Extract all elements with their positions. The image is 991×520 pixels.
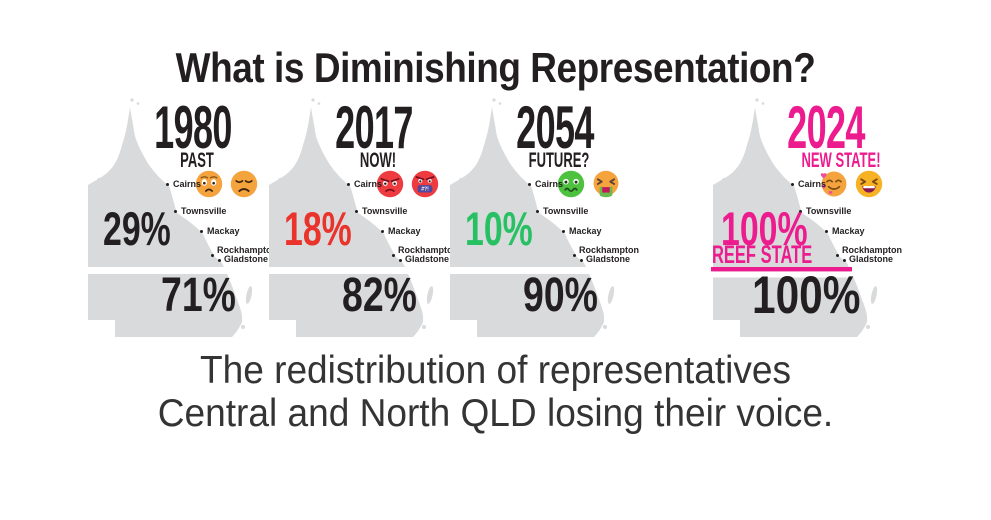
mackay-dot	[381, 230, 384, 233]
era-label: FUTURE?	[528, 149, 590, 172]
cairns-dot	[166, 183, 169, 186]
queensland-map	[85, 98, 265, 337]
city-label-rockhampton: Rockhampton	[579, 245, 640, 255]
rockhampton-dot	[392, 254, 395, 257]
mackay-dot	[825, 230, 828, 233]
caption: The redistribution of representatives Ce…	[0, 349, 991, 435]
city-label-rockhampton: Rockhampton	[217, 245, 278, 255]
townsville-dot	[355, 210, 358, 213]
year-label: 2017	[335, 94, 413, 161]
nauseated-face-emoji	[557, 170, 585, 198]
grawlix-text: #?!	[421, 187, 429, 193]
vomiting-face-emoji	[592, 170, 620, 198]
city-label-cairns: Cairns	[354, 179, 383, 189]
mackay-dot	[200, 230, 203, 233]
south-percentage: 100%	[752, 266, 861, 325]
city-label-cairns: Cairns	[173, 179, 202, 189]
city-label-mackay: Mackay	[207, 226, 240, 236]
panel-2024-new-state: 2024 NEW STATE! Cairns Townsville Ma	[710, 94, 902, 345]
north-percentage: 10%	[465, 202, 533, 255]
north-percentage: 29%	[103, 202, 171, 255]
cairns-dot	[791, 183, 794, 186]
gladstone-dot	[399, 259, 402, 262]
north-south-divider	[710, 271, 890, 278]
laughing-face-emoji	[855, 170, 883, 198]
era-label: PAST	[180, 149, 214, 172]
city-label-cairns: Cairns	[535, 179, 564, 189]
north-south-divider	[85, 267, 265, 274]
cursing-face-emoji: #?!	[411, 170, 439, 198]
city-label-townsville: Townsville	[181, 206, 227, 216]
townsville-dot	[174, 210, 177, 213]
gladstone-dot	[218, 259, 221, 262]
cairns-dot	[528, 183, 531, 186]
city-label-cairns: Cairns	[798, 179, 827, 189]
caption-line-1: The redistribution of representatives	[199, 349, 792, 392]
city-label-townsville: Townsville	[806, 206, 852, 216]
city-label-townsville: Townsville	[543, 206, 589, 216]
south-percentage: 71%	[161, 269, 236, 322]
year-label: 2054	[516, 94, 594, 161]
south-percentage: 82%	[342, 269, 417, 322]
disappointed-face-emoji	[230, 170, 258, 198]
page-title: What is Diminishing Representation?	[175, 44, 816, 91]
mackay-dot	[562, 230, 565, 233]
rockhampton-dot	[211, 254, 214, 257]
smiling-face-with-hearts-emoji	[820, 170, 848, 198]
north-percentage: 18%	[284, 202, 352, 255]
city-label-mackay: Mackay	[569, 226, 602, 236]
reef-state-label: REEF STATE	[712, 241, 813, 269]
caption-line-2: Central and North QLD losing their voice…	[157, 392, 834, 435]
year-label: 1980	[154, 94, 232, 161]
south-percentage: 90%	[523, 269, 598, 322]
reef-state-underline	[711, 267, 852, 272]
north-south-divider	[266, 267, 446, 274]
city-label-gladstone: Gladstone	[405, 254, 450, 264]
panel-1980-past: 1980 PAST Cairns Townsville Mackay Rockh…	[85, 94, 277, 345]
queensland-map	[266, 98, 446, 337]
city-label-gladstone: Gladstone	[224, 254, 269, 264]
era-label: NEW STATE!	[801, 149, 881, 172]
city-label-mackay: Mackay	[388, 226, 421, 236]
city-label-mackay: Mackay	[832, 226, 865, 236]
north-south-divider	[447, 267, 627, 274]
rockhampton-dot	[573, 254, 576, 257]
angry-face-emoji	[376, 170, 404, 198]
rockhampton-dot	[836, 254, 839, 257]
gladstone-dot	[843, 259, 846, 262]
year-label: 2024	[787, 94, 865, 161]
cairns-dot	[347, 183, 350, 186]
city-label-rockhampton: Rockhampton	[842, 245, 903, 255]
queensland-map	[447, 98, 627, 337]
city-label-gladstone: Gladstone	[586, 254, 631, 264]
queensland-map	[710, 98, 890, 337]
panel-2017-now: 2017 NOW! #?! Cairns Townsville Mackay R…	[266, 94, 458, 345]
panel-2054-future: 2054 FUTURE? Cairns Townsville Mackay Ro…	[447, 94, 639, 345]
gladstone-dot	[580, 259, 583, 262]
townsville-dot	[536, 210, 539, 213]
townsville-dot	[799, 210, 802, 213]
era-label: NOW!	[359, 149, 397, 172]
north-percentage: 100%	[721, 202, 808, 255]
city-label-rockhampton: Rockhampton	[398, 245, 459, 255]
city-label-gladstone: Gladstone	[849, 254, 894, 264]
city-label-townsville: Townsville	[362, 206, 408, 216]
worried-face-emoji	[195, 170, 223, 198]
